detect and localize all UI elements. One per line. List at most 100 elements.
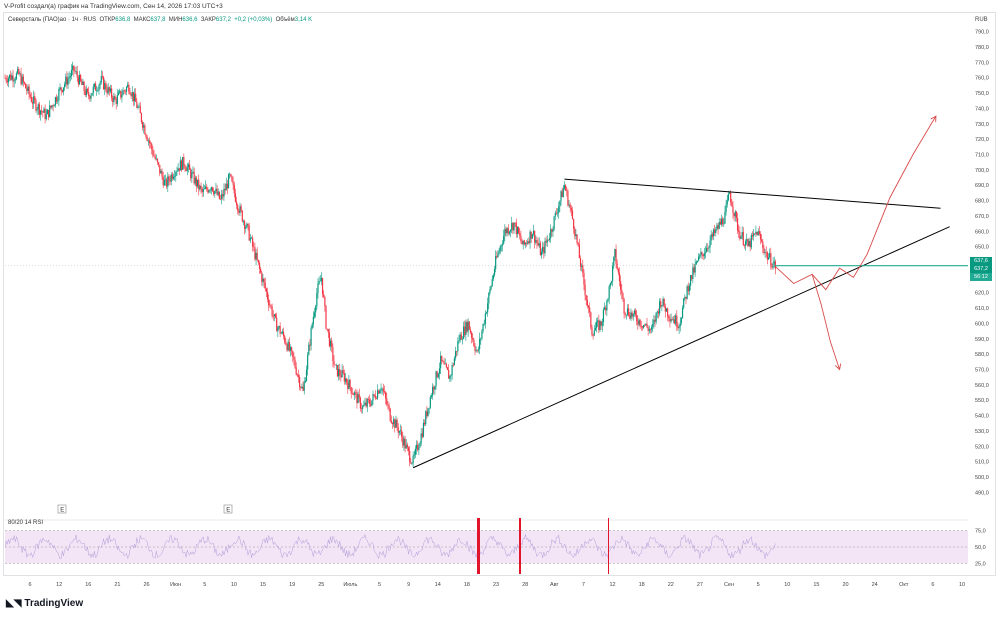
x-tick-label: 12	[56, 582, 62, 588]
candle-body	[528, 241, 530, 244]
candle-body	[740, 236, 742, 239]
candle-body	[351, 393, 353, 395]
candle-body	[277, 327, 279, 332]
candle-body	[553, 216, 555, 230]
brand-name: TradingView	[24, 598, 84, 609]
candle-body	[328, 332, 331, 347]
candle-body	[508, 231, 511, 234]
candle-body	[701, 252, 703, 255]
candle-body	[542, 246, 544, 252]
candle-body	[597, 320, 599, 323]
candle-body	[244, 221, 246, 229]
y-tick-label: 570,0	[975, 367, 989, 373]
candle-body	[694, 264, 696, 273]
candle-body	[753, 233, 755, 237]
candle-body	[470, 332, 473, 338]
candle-body	[234, 193, 237, 202]
candle-body	[350, 387, 352, 394]
candle-body	[313, 312, 316, 317]
candle-body	[573, 219, 575, 229]
x-tick-label: 6	[28, 582, 31, 588]
candle-body	[317, 283, 319, 293]
candle-body	[732, 206, 734, 213]
candle-body	[11, 75, 13, 80]
symbol-name[interactable]: Северсталь (ПАО)ао · 1ч · RUS	[8, 17, 97, 23]
candle-body	[681, 307, 684, 319]
candle-body	[348, 379, 350, 389]
candle-body	[208, 190, 210, 193]
candle-body	[30, 97, 32, 102]
candle-body	[379, 390, 381, 394]
candle-body	[631, 312, 633, 317]
candle-body	[115, 99, 117, 104]
candle-body	[159, 164, 161, 174]
candle-body	[47, 109, 50, 117]
candle-body	[492, 275, 494, 279]
candle-body	[114, 96, 116, 100]
candle-body	[5, 77, 7, 81]
candle-body	[628, 308, 630, 316]
candle-body	[445, 363, 447, 368]
candle-body	[254, 247, 256, 260]
candle-body	[446, 367, 449, 370]
candle-body	[442, 361, 444, 362]
candle-body	[281, 331, 284, 334]
candle-body	[456, 351, 458, 352]
candle-body	[684, 296, 686, 299]
candle-body	[443, 361, 445, 365]
candle-body	[374, 395, 376, 399]
candle-body	[169, 180, 171, 182]
tradingview-logo[interactable]: ◣◥ TradingView	[6, 598, 83, 609]
candle-body	[344, 378, 347, 382]
candle-body	[249, 237, 251, 241]
candle-body	[584, 284, 586, 296]
candle-body	[163, 179, 165, 186]
candle-body	[53, 105, 55, 107]
y-tick-label: 780,0	[975, 45, 989, 51]
candle-body	[94, 83, 97, 91]
candle-body	[552, 229, 554, 232]
candle-body	[475, 350, 477, 352]
x-tick-label: 27	[697, 582, 703, 588]
y-tick-label: 530,0	[975, 429, 989, 435]
candle-body	[699, 255, 701, 257]
candle-body	[688, 285, 691, 292]
x-tick-label: 10	[231, 582, 237, 588]
candle-body	[76, 71, 78, 78]
candle-body	[598, 320, 600, 330]
candle-body	[299, 376, 301, 388]
candle-body	[414, 448, 417, 455]
candle-body	[357, 394, 359, 404]
candle-body	[175, 172, 177, 176]
candle-body	[662, 298, 664, 306]
candle-body	[194, 177, 196, 184]
candle-body	[761, 239, 763, 242]
candle-body	[393, 419, 395, 425]
candle-body	[520, 235, 522, 242]
candle-body	[67, 78, 69, 85]
candle-body	[14, 79, 16, 81]
candle-body	[612, 266, 614, 282]
y-tick-label: 750,0	[975, 91, 989, 97]
candle-body	[716, 225, 718, 230]
candle-body	[626, 308, 629, 315]
candle-body	[401, 430, 403, 437]
candle-body	[167, 176, 169, 187]
candle-body	[18, 68, 20, 75]
candle-body	[329, 340, 332, 347]
candle-body	[176, 171, 178, 173]
candle-body	[129, 91, 131, 95]
candle-body	[60, 87, 62, 91]
candle-body	[578, 244, 580, 259]
candle-body	[669, 318, 671, 322]
trendline	[412, 226, 950, 469]
candle-body	[158, 162, 160, 165]
candle-body	[480, 338, 482, 340]
candle-body	[339, 369, 341, 376]
candle-body	[497, 253, 499, 258]
x-tick-label: 12	[609, 582, 615, 588]
open-value: 636,8	[115, 17, 131, 23]
candle-body	[104, 83, 106, 90]
candle-body	[246, 223, 248, 228]
